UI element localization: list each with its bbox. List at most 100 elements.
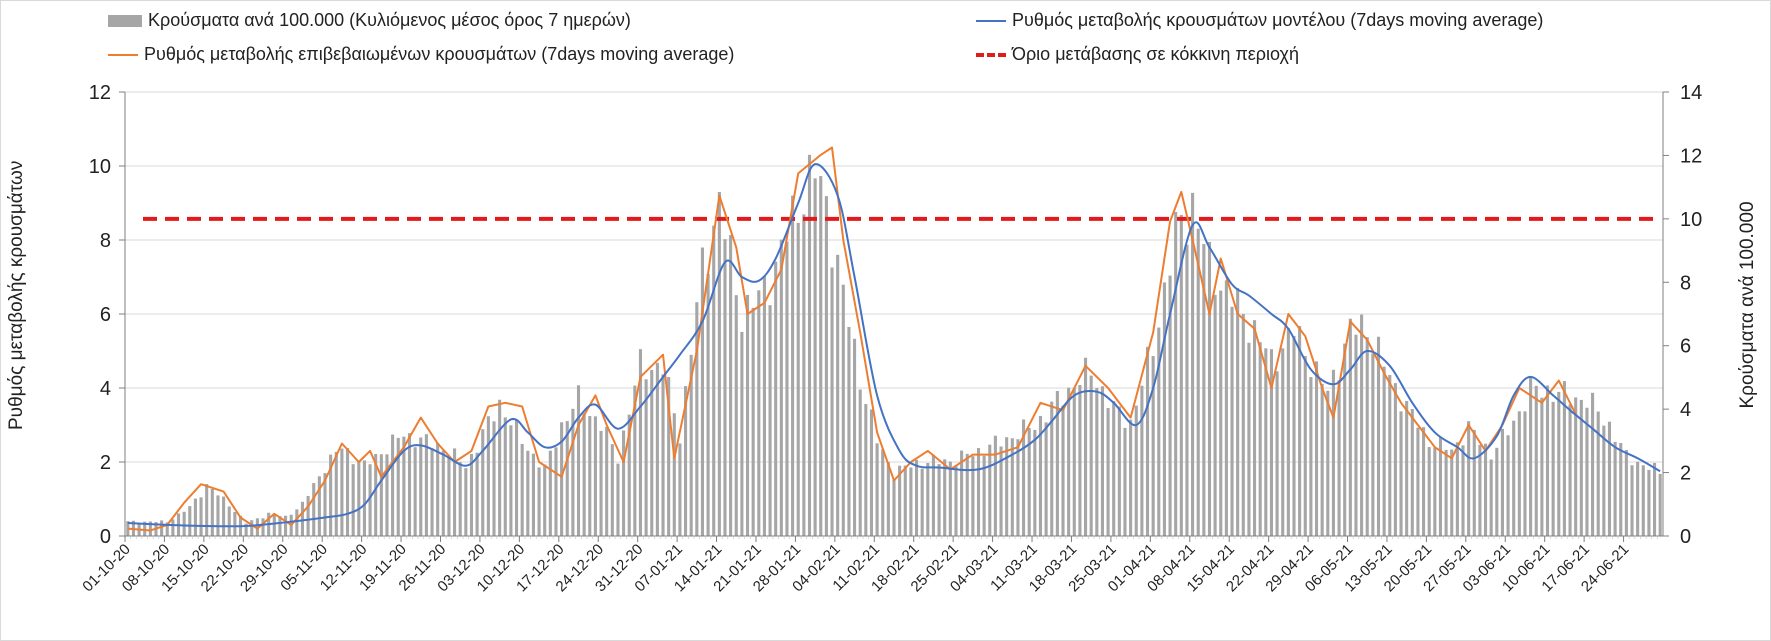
confirmed-rate-line (127, 146, 1577, 532)
bar (1269, 349, 1274, 536)
bar (881, 449, 885, 536)
bar (1512, 420, 1516, 536)
bar (813, 178, 817, 536)
bar (1444, 449, 1448, 536)
grid-lines (125, 91, 1663, 463)
bar (1089, 375, 1093, 536)
bar (1241, 313, 1245, 536)
bar (329, 454, 333, 536)
bar (796, 222, 800, 536)
bar (391, 434, 395, 536)
bar (1624, 450, 1628, 536)
bar (864, 404, 868, 536)
legend-item-confirmed: Ρυθμός μεταβολής επιβεβαιωμένων κρουσμάτ… (108, 44, 734, 65)
bar (1405, 400, 1409, 536)
bar (1607, 421, 1612, 536)
bar (1653, 462, 1657, 536)
bar (1055, 391, 1059, 536)
bar (1647, 469, 1651, 536)
bar (1641, 465, 1645, 536)
bar (633, 385, 637, 536)
bar (1309, 377, 1313, 536)
bar (1523, 411, 1527, 536)
bar (689, 354, 693, 536)
bar (436, 442, 440, 536)
bar (1348, 318, 1352, 536)
bar (926, 462, 930, 536)
bar (148, 521, 152, 536)
bar (593, 416, 597, 536)
bar (486, 416, 490, 536)
bar (210, 488, 214, 536)
bar (1145, 346, 1150, 536)
bar (605, 426, 609, 536)
bar (762, 276, 766, 536)
bar (1016, 439, 1020, 536)
bar (1298, 326, 1302, 536)
bar (627, 414, 631, 536)
bar (193, 498, 197, 536)
legend-label-confirmed: Ρυθμός μεταβολής επιβεβαιωμένων κρουσμάτ… (144, 44, 735, 64)
bar (1191, 192, 1195, 536)
bar (571, 408, 575, 536)
bar (993, 435, 997, 536)
bar (1410, 409, 1414, 536)
bar (1427, 447, 1431, 536)
bar (1213, 294, 1217, 536)
bar (565, 421, 569, 536)
left-tick-label: 12 (89, 82, 111, 104)
bar (948, 461, 952, 536)
model-rate-line (127, 163, 1661, 528)
bar (1258, 342, 1262, 536)
bar (1219, 290, 1223, 536)
legend-swatch-bars (108, 15, 142, 28)
bar (1202, 244, 1206, 536)
bar (340, 448, 344, 536)
bar (610, 444, 614, 536)
bar (1393, 383, 1397, 536)
bar (407, 433, 412, 536)
bar (644, 379, 648, 536)
bar (638, 349, 643, 536)
bar (1247, 342, 1251, 536)
bar (1038, 416, 1043, 536)
bar (233, 512, 237, 536)
bar (1365, 337, 1369, 536)
right-tick-label: 12 (1680, 145, 1702, 167)
bar (458, 462, 462, 536)
bar (1005, 437, 1009, 536)
bar (1331, 369, 1335, 536)
bar (514, 419, 519, 536)
bar (1506, 435, 1510, 536)
bar (700, 247, 705, 536)
bar (1224, 280, 1228, 536)
bar (469, 453, 474, 536)
bar (892, 478, 896, 536)
bar (402, 436, 406, 536)
bar (1061, 405, 1065, 536)
bar (1072, 387, 1076, 536)
bar (723, 239, 727, 536)
bar (1174, 211, 1178, 536)
bar (1134, 405, 1138, 536)
bar (261, 518, 265, 536)
bar (278, 516, 282, 536)
lines-series (127, 146, 1661, 532)
bar (1354, 334, 1358, 536)
bar (126, 521, 130, 536)
bar (1337, 380, 1341, 536)
bar (554, 447, 558, 536)
bar (785, 241, 789, 537)
bar (1636, 461, 1640, 536)
bar (1129, 419, 1133, 536)
bar (509, 425, 513, 536)
bar (1162, 282, 1166, 536)
bar (824, 196, 828, 536)
bar (396, 437, 400, 536)
bar (503, 417, 507, 536)
bar (819, 176, 823, 537)
bar (807, 154, 812, 536)
bar (1591, 392, 1595, 536)
bar (1151, 356, 1155, 536)
bar (965, 453, 969, 536)
